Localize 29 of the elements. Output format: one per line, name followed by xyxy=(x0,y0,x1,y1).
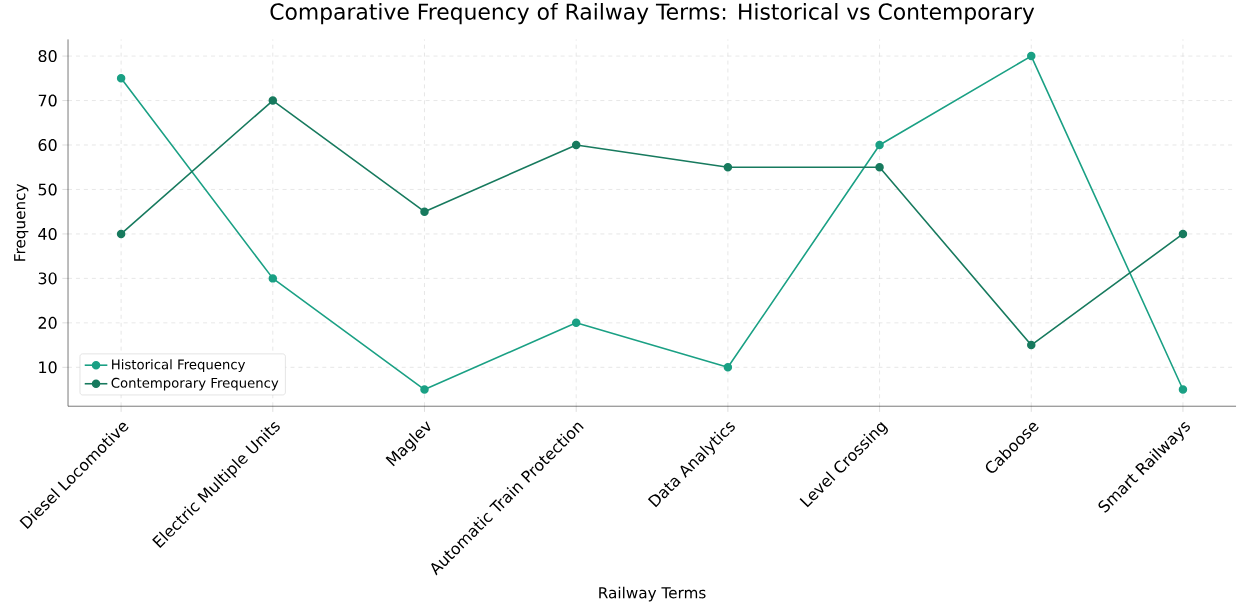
legend-label: Historical Frequency xyxy=(112,359,246,373)
y-axis-title: Frequency xyxy=(14,183,29,261)
legend-label: Contemporary Frequency xyxy=(111,377,279,391)
point xyxy=(1027,51,1036,61)
point xyxy=(723,363,733,372)
y-tick-label: 10 xyxy=(39,361,57,374)
point xyxy=(723,163,733,172)
point xyxy=(875,163,884,172)
y-tick-label: 80 xyxy=(38,50,57,63)
y-tick-label: 20 xyxy=(38,316,57,329)
y-tick-label: 60 xyxy=(38,139,57,152)
point xyxy=(571,140,581,150)
point xyxy=(571,318,581,328)
point xyxy=(268,274,278,283)
point xyxy=(1178,229,1188,239)
point xyxy=(116,74,126,83)
point xyxy=(1178,385,1188,394)
chart-title: Comparative Frequency of Railway Terms: Historical vs Contemporary xyxy=(270,3,1035,25)
point xyxy=(116,229,126,239)
y-tick-label: 40 xyxy=(38,227,57,241)
point xyxy=(420,207,429,217)
point xyxy=(268,96,278,105)
point xyxy=(1027,340,1036,350)
x-axis-title: Railway Terms xyxy=(599,586,706,602)
y-tick-label: 70 xyxy=(38,94,57,107)
point xyxy=(420,385,429,394)
y-tick-label: 30 xyxy=(38,272,57,285)
y-tick-label: 50 xyxy=(38,183,57,196)
point xyxy=(875,140,884,150)
